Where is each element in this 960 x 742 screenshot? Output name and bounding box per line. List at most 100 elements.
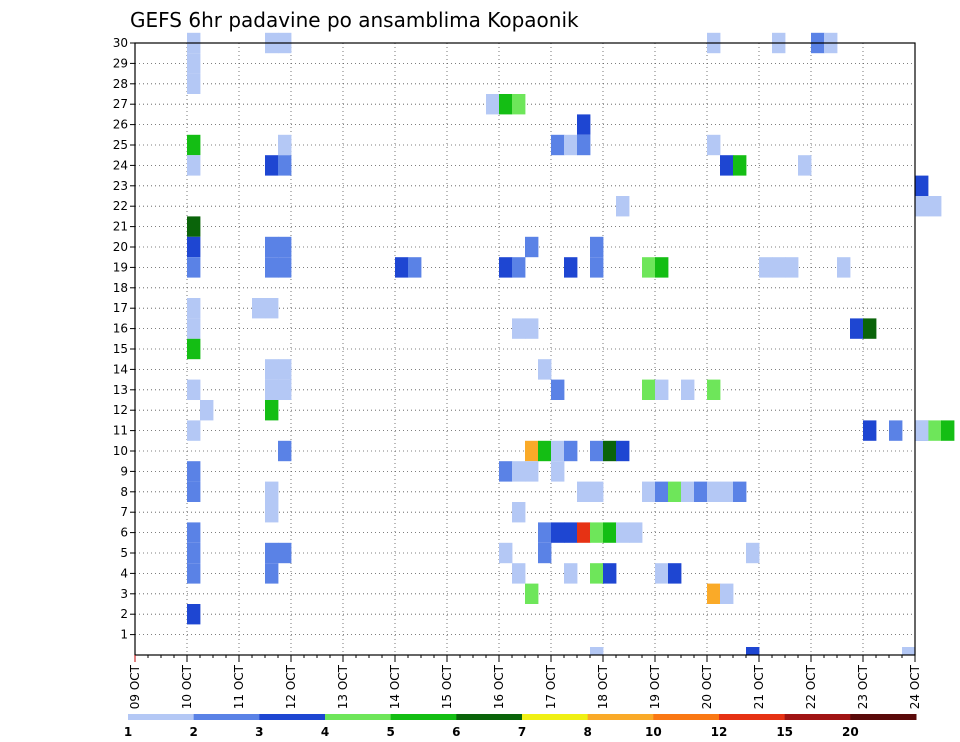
precip-cell xyxy=(720,155,734,176)
precip-cell xyxy=(590,563,604,584)
precip-cell xyxy=(590,257,604,278)
precip-cell xyxy=(499,94,513,115)
y-tick-label: 13 xyxy=(113,383,128,397)
legend-swatch xyxy=(259,714,326,720)
precip-cell xyxy=(512,318,526,339)
precip-cell xyxy=(187,155,201,176)
x-tick-label: 19 OCT xyxy=(648,664,662,709)
y-tick-label: 30 xyxy=(113,36,128,50)
precip-cell xyxy=(772,257,786,278)
precip-cell xyxy=(525,583,539,604)
precip-cell xyxy=(707,379,721,400)
legend-label: 15 xyxy=(776,725,793,739)
precip-cell xyxy=(694,481,708,502)
precipitation-cells xyxy=(187,32,955,655)
precip-cell xyxy=(902,647,916,655)
precip-cell xyxy=(265,379,279,400)
precip-cell xyxy=(538,542,552,564)
precip-cell xyxy=(746,542,760,564)
legend-swatch xyxy=(193,714,260,720)
precip-cell xyxy=(551,134,565,156)
precip-cell xyxy=(187,298,201,319)
precip-cell xyxy=(655,379,669,400)
precip-cell xyxy=(707,481,721,502)
precip-cell xyxy=(538,522,552,543)
precip-cell xyxy=(915,196,929,217)
precip-cell xyxy=(590,236,604,258)
precip-cell xyxy=(603,563,617,584)
y-tick-label: 23 xyxy=(113,179,128,193)
legend-swatch xyxy=(390,714,457,720)
precip-cell xyxy=(265,359,279,380)
precip-cell xyxy=(629,522,643,543)
precip-cell xyxy=(707,583,721,604)
legend-label: 6 xyxy=(452,725,460,739)
x-tick-label: 16 OCT xyxy=(492,664,506,709)
precip-cell xyxy=(278,440,292,462)
precip-cell xyxy=(668,563,682,584)
precip-cell xyxy=(408,257,422,278)
precip-cell xyxy=(187,563,201,584)
y-tick-label: 28 xyxy=(113,77,128,91)
precip-cell xyxy=(655,481,669,502)
precip-cell xyxy=(187,420,201,441)
y-tick-label: 24 xyxy=(113,158,128,172)
legend-label: 2 xyxy=(189,725,197,739)
x-tick-label: 21 OCT xyxy=(752,664,766,709)
precip-cell xyxy=(798,155,812,176)
precip-cell xyxy=(642,257,656,278)
precip-cell xyxy=(863,318,877,339)
y-tick-label: 18 xyxy=(113,281,128,295)
precip-cell xyxy=(265,155,279,176)
y-tick-label: 4 xyxy=(120,566,128,580)
precip-cell xyxy=(720,481,734,502)
precip-cell xyxy=(564,563,578,584)
y-tick-label: 9 xyxy=(120,464,128,478)
precip-cell xyxy=(187,53,201,74)
x-tick-label: 18 OCT xyxy=(596,664,610,709)
precip-cell xyxy=(616,522,630,543)
precip-cell xyxy=(642,481,656,502)
precip-cell xyxy=(551,522,565,543)
x-tick-label: 10 OCT xyxy=(180,664,194,709)
precip-cell xyxy=(187,461,201,482)
precip-cell xyxy=(512,257,526,278)
precip-cell xyxy=(187,338,201,360)
precip-cell xyxy=(837,257,851,278)
precip-cell xyxy=(603,522,617,543)
precip-cell xyxy=(564,440,578,462)
precip-cell xyxy=(187,604,201,625)
precip-cell xyxy=(278,379,292,400)
precip-cell xyxy=(551,440,565,462)
precip-cell xyxy=(187,481,201,502)
precip-cell xyxy=(551,379,565,400)
y-tick-label: 5 xyxy=(120,546,128,560)
precip-cell xyxy=(187,542,201,564)
precip-cell xyxy=(655,257,669,278)
precip-cell xyxy=(928,420,942,441)
x-tick-label: 22 OCT xyxy=(804,664,818,709)
x-tick-label: 14 OCT xyxy=(388,664,402,709)
precip-cell xyxy=(603,440,617,462)
y-tick-label: 11 xyxy=(113,424,128,438)
precip-cell xyxy=(187,236,201,258)
precip-cell xyxy=(850,318,864,339)
precip-cell xyxy=(265,563,279,584)
y-tick-label: 19 xyxy=(113,260,128,274)
y-tick-label: 2 xyxy=(120,607,128,621)
precip-cell xyxy=(499,542,513,564)
y-tick-label: 6 xyxy=(120,526,128,540)
x-tick-label: 17 OCT xyxy=(544,664,558,709)
y-tick-label: 21 xyxy=(113,220,128,234)
precip-cell xyxy=(941,420,955,441)
x-tick-label: 12 OCT xyxy=(284,664,298,709)
precip-cell xyxy=(486,94,500,115)
precip-cell xyxy=(590,522,604,543)
precip-cell xyxy=(187,134,201,156)
y-tick-label: 20 xyxy=(113,240,128,254)
precip-cell xyxy=(265,542,279,564)
precip-cell xyxy=(499,461,513,482)
precip-cell xyxy=(499,257,513,278)
precip-cell xyxy=(187,257,201,278)
precip-cell xyxy=(265,502,279,523)
